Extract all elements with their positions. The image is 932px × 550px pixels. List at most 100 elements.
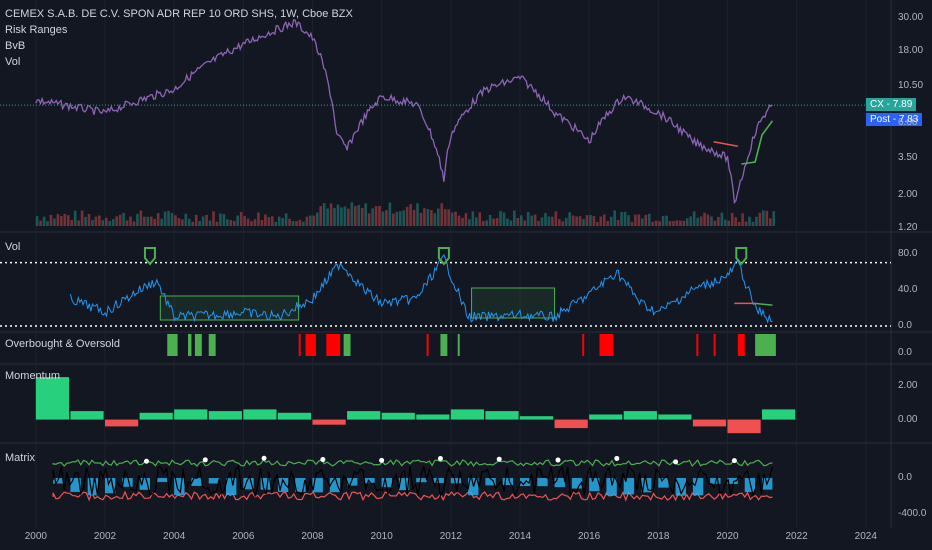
matrix-upper-band — [52, 459, 773, 468]
volume-bar — [699, 216, 703, 226]
volume-bar — [765, 210, 769, 226]
vol-axis-tick: 40.0 — [898, 283, 918, 295]
volume-bar — [665, 215, 668, 226]
volume-bar — [464, 213, 468, 226]
volume-bar — [98, 215, 101, 226]
volume-bar — [87, 213, 91, 226]
volume-bar — [502, 212, 506, 226]
volume-bar — [367, 213, 371, 226]
indicator-label-risk-ranges[interactable]: Risk Ranges — [5, 24, 68, 36]
volume-bar — [558, 219, 561, 226]
volume-bar — [194, 214, 198, 226]
volume-bar — [692, 211, 696, 226]
matrix-fill — [329, 478, 341, 493]
volume-bar — [319, 206, 323, 226]
matrix-fill — [537, 478, 548, 487]
indicator-label-vol[interactable]: Vol — [5, 56, 21, 68]
volume-bar — [281, 217, 284, 226]
volume-bar — [768, 218, 772, 226]
volume-bar — [627, 215, 630, 226]
volume-bar — [475, 217, 478, 226]
volume-bar — [436, 208, 440, 226]
volume-bar — [267, 217, 271, 226]
volume-bar — [481, 220, 485, 226]
volume-bar — [606, 220, 610, 226]
x-axis-tick: 2004 — [163, 531, 186, 542]
volume-bar — [737, 221, 741, 226]
volume-bar — [450, 212, 454, 226]
price-axis-tick: 2.00 — [898, 188, 918, 200]
price-axis-tick: 18.00 — [898, 45, 924, 57]
matrix-fill — [416, 478, 427, 483]
indicator-label-bvb[interactable]: BvB — [5, 40, 26, 52]
matrix-marker — [614, 455, 620, 461]
volume-bar — [392, 213, 395, 226]
volume-bar — [523, 220, 527, 226]
volume-bar — [222, 214, 226, 226]
momentum-bar — [35, 377, 70, 420]
volume-bar — [149, 216, 153, 226]
matrix-fill — [675, 478, 686, 496]
volume-bar — [132, 221, 136, 226]
volume-bar — [575, 216, 578, 226]
vol-axis-tick: 0.0 — [898, 320, 912, 331]
momentum-bar — [139, 412, 173, 420]
volume-bar — [160, 218, 163, 226]
matrix-marker — [202, 457, 208, 463]
vol-line — [69, 253, 773, 324]
x-axis-tick: 2006 — [232, 531, 255, 542]
vol-axis-tick: 80.0 — [898, 247, 918, 259]
volume-bar — [658, 221, 661, 226]
volume-bar — [347, 208, 350, 226]
x-axis-tick: 2022 — [785, 531, 808, 542]
volume-bar — [66, 215, 70, 226]
volume-bar — [115, 216, 118, 226]
volume-bar — [661, 216, 665, 226]
pane-title-vol: Vol — [5, 241, 21, 253]
volume-bar — [506, 218, 509, 226]
volume-bar — [554, 211, 558, 226]
volume-bar — [108, 221, 112, 226]
risk-range-line — [741, 120, 774, 165]
volume-bar — [717, 216, 720, 226]
matrix-fill — [208, 478, 220, 484]
volume-bar — [734, 217, 737, 226]
volume-bar — [634, 214, 637, 226]
volume-bar — [253, 219, 257, 226]
pane-title-matrix: Matrix — [5, 452, 35, 464]
volume-bar — [519, 215, 523, 226]
volume-bar — [350, 202, 354, 226]
price-tag-post-label: Post — [870, 114, 891, 125]
volume-bar — [516, 217, 520, 226]
obos-bar-overbought — [305, 334, 316, 356]
matrix-fill — [295, 478, 306, 492]
volume-bar — [295, 221, 298, 226]
volume-bar — [298, 219, 302, 226]
volume-bar — [243, 216, 246, 226]
volume-bar — [647, 213, 651, 226]
volume-bar — [357, 204, 361, 226]
matrix-fill — [277, 478, 289, 493]
volume-bar — [409, 204, 412, 226]
volume-bar — [430, 210, 433, 226]
momentum-bar — [658, 414, 692, 420]
obos-bar-overbought — [426, 334, 429, 356]
volume-bar — [118, 214, 122, 226]
obos-bar-overbought — [737, 334, 745, 356]
volume-bar — [340, 207, 343, 226]
obos-bar-overbought — [582, 334, 585, 356]
volume-bar — [730, 212, 734, 226]
volume-bar — [433, 213, 437, 226]
momentum-bar — [727, 419, 761, 434]
volume-bar — [181, 219, 184, 226]
matrix-fill — [364, 478, 375, 484]
volume-bar — [582, 219, 585, 226]
matrix-fill — [623, 478, 635, 495]
x-axis-tick: 2010 — [370, 531, 393, 542]
matrix-marker — [143, 458, 149, 464]
volume-bar — [547, 216, 551, 226]
matrix-fill — [398, 478, 410, 491]
volume-bar — [609, 216, 613, 226]
matrix-fill — [381, 478, 393, 488]
price-tag-post-value: 7.83 — [898, 114, 919, 125]
